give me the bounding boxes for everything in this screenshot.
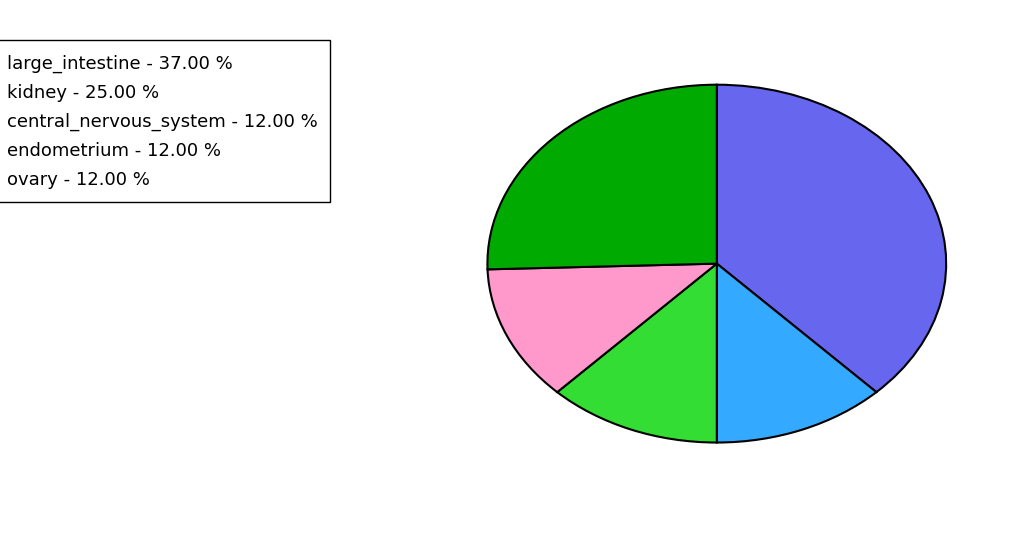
Wedge shape: [487, 84, 717, 270]
Wedge shape: [717, 264, 877, 443]
Legend: large_intestine - 37.00 %, kidney - 25.00 %, central_nervous_system - 12.00 %, e: large_intestine - 37.00 %, kidney - 25.0…: [0, 40, 330, 202]
Wedge shape: [557, 264, 717, 443]
Wedge shape: [717, 84, 946, 392]
Wedge shape: [487, 264, 717, 392]
